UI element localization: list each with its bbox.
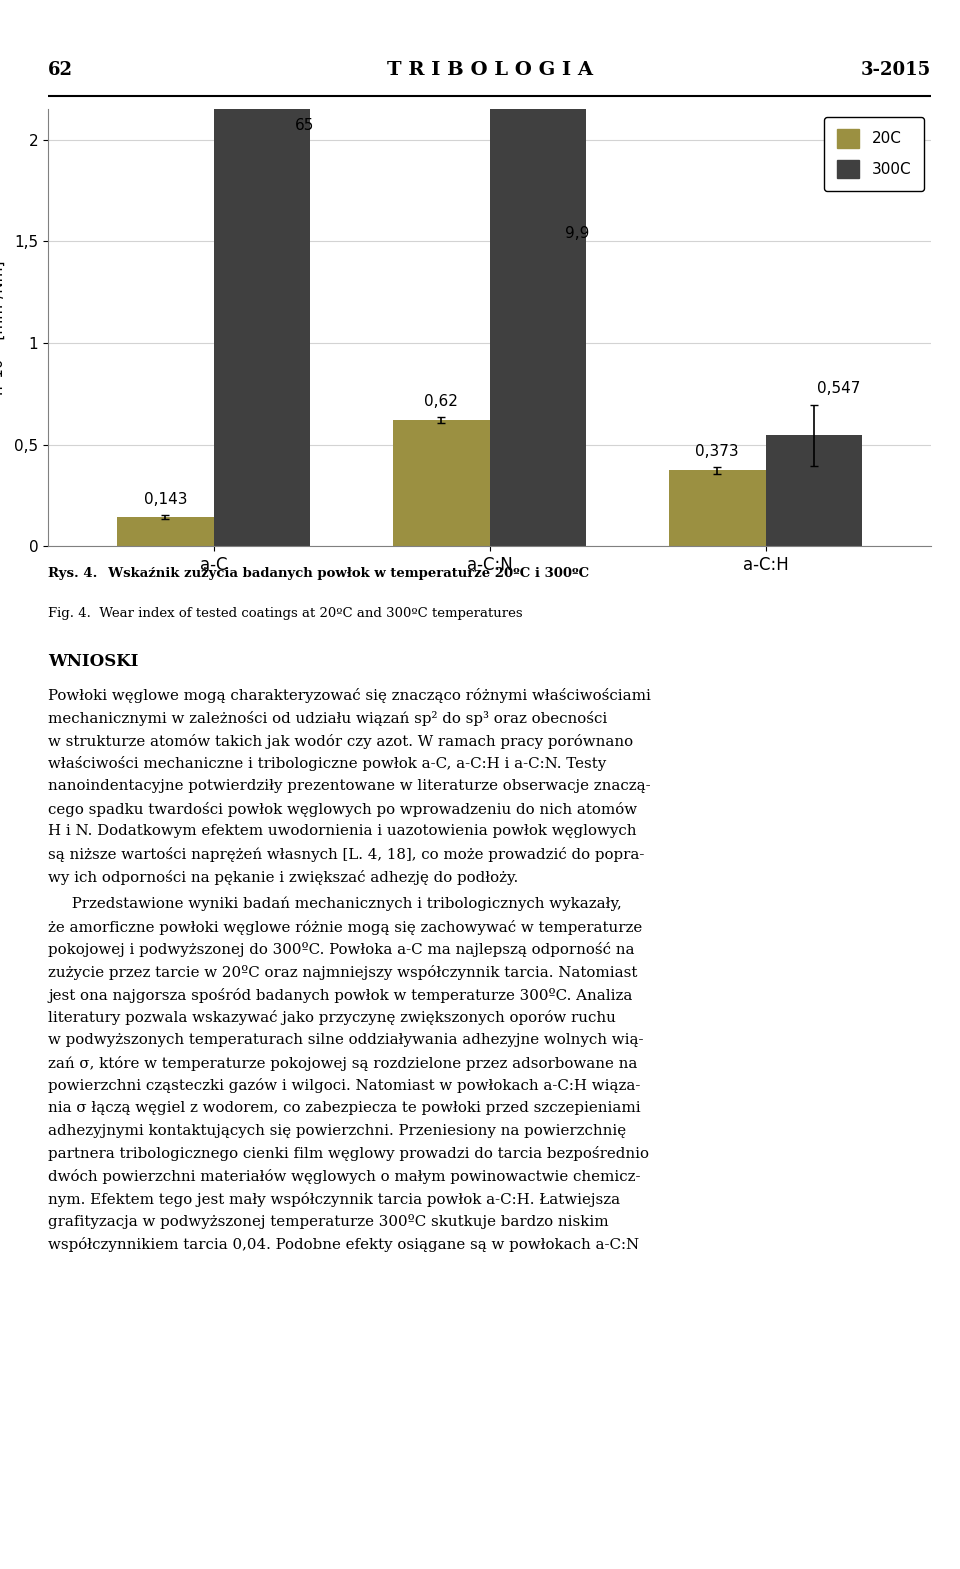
Text: zużycie przez tarcie w 20ºC oraz najmniejszy współczynnik tarcia. Natomiast: zużycie przez tarcie w 20ºC oraz najmnie… bbox=[48, 965, 637, 981]
Text: 0,62: 0,62 bbox=[424, 394, 458, 410]
Text: 65: 65 bbox=[295, 118, 314, 133]
Text: w strukturze atomów takich jak wodór czy azot. W ramach pracy porównano: w strukturze atomów takich jak wodór czy… bbox=[48, 734, 634, 748]
Text: są niższe wartości naprężeń własnych [L. 4, 18], co może prowadzić do popra-: są niższe wartości naprężeń własnych [L.… bbox=[48, 847, 644, 861]
Text: WNIOSKI: WNIOSKI bbox=[48, 653, 138, 670]
Bar bbox=[669, 471, 766, 546]
Text: Powłoki węglowe mogą charakteryzować się znacząco różnymi właściwościami: Powłoki węglowe mogą charakteryzować się… bbox=[48, 689, 651, 703]
Text: literatury pozwala wskazywać jako przyczynę zwiększonych oporów ruchu: literatury pozwala wskazywać jako przycz… bbox=[48, 1010, 616, 1025]
Text: nanoindentacyjne potwierdziły prezentowane w literaturze obserwacje znaczą-: nanoindentacyjne potwierdziły prezentowa… bbox=[48, 780, 651, 792]
Text: H i N. Dodatkowym efektem uwodornienia i uazotowienia powłok węglowych: H i N. Dodatkowym efektem uwodornienia i… bbox=[48, 824, 636, 838]
Text: grafityzacja w podwyższonej temperaturze 300ºC skutkuje bardzo niskim: grafityzacja w podwyższonej temperaturze… bbox=[48, 1214, 609, 1230]
Text: że amorficzne powłoki węglowe różnie mogą się zachowywać w temperaturze: że amorficzne powłoki węglowe różnie mog… bbox=[48, 919, 642, 935]
Bar bbox=[765, 435, 862, 546]
Text: 3-2015: 3-2015 bbox=[861, 61, 931, 78]
Text: właściwości mechaniczne i tribologiczne powłok a-C, a-C:H i a-C:N. Testy: właściwości mechaniczne i tribologiczne … bbox=[48, 756, 607, 772]
Bar bbox=[490, 0, 587, 546]
Text: adhezyjnymi kontaktujących się powierzchni. Przeniesiony na powierzchnię: adhezyjnymi kontaktujących się powierzch… bbox=[48, 1123, 626, 1138]
Legend: 20C, 300C: 20C, 300C bbox=[825, 116, 924, 190]
Text: 62: 62 bbox=[48, 61, 73, 78]
Text: Wskaźnik zużycia badanych powłok w temperaturze 20ºC i 300ºC: Wskaźnik zużycia badanych powłok w tempe… bbox=[99, 566, 589, 581]
Text: 0,373: 0,373 bbox=[695, 444, 739, 460]
Text: w podwyższonych temperaturach silne oddziaływania adhezyjne wolnych wią-: w podwyższonych temperaturach silne oddz… bbox=[48, 1032, 643, 1047]
Text: T R I B O L O G I A: T R I B O L O G I A bbox=[387, 61, 592, 78]
Text: Fig. 4.  Wear index of tested coatings at 20ºC and 300ºC temperatures: Fig. 4. Wear index of tested coatings at… bbox=[48, 607, 522, 620]
Text: 0,547: 0,547 bbox=[817, 381, 860, 397]
Y-axis label: Wskaźnik zużycia
n*10⁻⁶ [mm³/Nm]: Wskaźnik zużycia n*10⁻⁶ [mm³/Nm] bbox=[0, 260, 6, 395]
Text: nym. Efektem tego jest mały współczynnik tarcia powłok a-C:H. Łatwiejsza: nym. Efektem tego jest mały współczynnik… bbox=[48, 1192, 620, 1207]
Text: 0,143: 0,143 bbox=[144, 493, 187, 507]
Text: wy ich odporności na pękanie i zwiększać adhezję do podłoży.: wy ich odporności na pękanie i zwiększać… bbox=[48, 869, 518, 885]
Bar bbox=[213, 0, 310, 546]
Text: współczynnikiem tarcia 0,04. Podobne efekty osiągane są w powłokach a-C:N: współczynnikiem tarcia 0,04. Podobne efe… bbox=[48, 1236, 639, 1252]
Text: pokojowej i podwyższonej do 300ºC. Powłoka a-C ma najlepszą odporność na: pokojowej i podwyższonej do 300ºC. Powło… bbox=[48, 943, 635, 957]
Text: powierzchni cząsteczki gazów i wilgoci. Natomiast w powłokach a-C:H wiąza-: powierzchni cząsteczki gazów i wilgoci. … bbox=[48, 1078, 640, 1094]
Text: Przedstawione wyniki badań mechanicznych i tribologicznych wykazały,: Przedstawione wyniki badań mechanicznych… bbox=[48, 897, 622, 912]
Text: mechanicznymi w zależności od udziału wiązań sp² do sp³ oraz obecności: mechanicznymi w zależności od udziału wi… bbox=[48, 711, 608, 726]
Text: Rys. 4.: Rys. 4. bbox=[48, 566, 97, 581]
Text: partnera tribologicznego cienki film węglowy prowadzi do tarcia bezpośrednio: partnera tribologicznego cienki film węg… bbox=[48, 1147, 649, 1161]
Text: 9,9: 9,9 bbox=[565, 226, 589, 242]
Text: zań σ, które w temperaturze pokojowej są rozdzielone przez adsorbowane na: zań σ, które w temperaturze pokojowej są… bbox=[48, 1056, 637, 1070]
Text: dwóch powierzchni materiałów węglowych o małym powinowactwie chemicz-: dwóch powierzchni materiałów węglowych o… bbox=[48, 1169, 640, 1185]
Text: cego spadku twardości powłok węglowych po wprowadzeniu do nich atomów: cego spadku twardości powłok węglowych p… bbox=[48, 802, 637, 817]
Text: jest ona najgorsza spośród badanych powłok w temperaturze 300ºC. Analiza: jest ona najgorsza spośród badanych powł… bbox=[48, 987, 633, 1003]
Bar bbox=[117, 518, 213, 546]
Bar bbox=[393, 420, 490, 546]
Text: nia σ łączą węgiel z wodorem, co zabezpiecza te powłoki przed szczepieniami: nia σ łączą węgiel z wodorem, co zabezpi… bbox=[48, 1101, 640, 1116]
